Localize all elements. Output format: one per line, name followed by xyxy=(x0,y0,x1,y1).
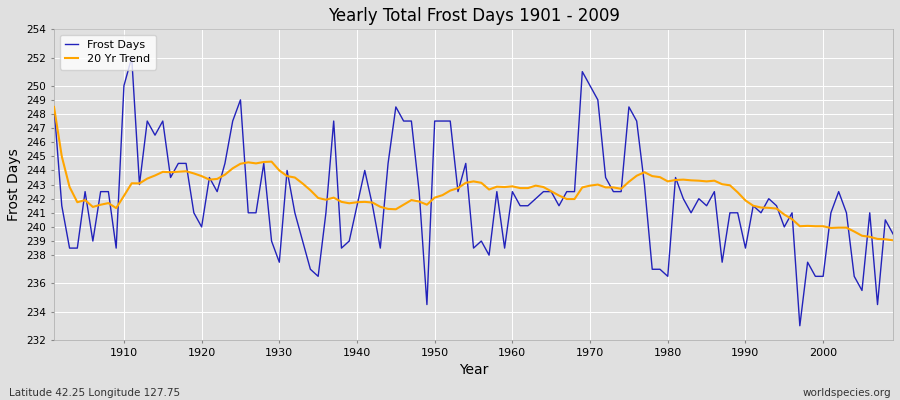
20 Yr Trend xyxy=(328,195,339,200)
Frost Days xyxy=(507,189,517,194)
Text: worldspecies.org: worldspecies.org xyxy=(803,388,891,398)
20 Yr Trend xyxy=(49,104,59,109)
Frost Days xyxy=(608,189,619,194)
20 Yr Trend xyxy=(600,185,611,190)
Line: Frost Days: Frost Days xyxy=(54,58,893,326)
Frost Days xyxy=(290,210,301,215)
20 Yr Trend xyxy=(500,185,510,190)
20 Yr Trend xyxy=(111,206,122,210)
Frost Days xyxy=(795,323,806,328)
Y-axis label: Frost Days: Frost Days xyxy=(7,148,21,221)
20 Yr Trend xyxy=(507,184,517,189)
Line: 20 Yr Trend: 20 Yr Trend xyxy=(54,107,893,240)
Title: Yearly Total Frost Days 1901 - 2009: Yearly Total Frost Days 1901 - 2009 xyxy=(328,7,619,25)
Frost Days xyxy=(111,246,122,250)
20 Yr Trend xyxy=(887,238,898,243)
Frost Days xyxy=(515,203,526,208)
Frost Days xyxy=(126,55,137,60)
Frost Days xyxy=(336,246,346,250)
Frost Days xyxy=(887,232,898,236)
Frost Days xyxy=(49,104,59,109)
Text: Latitude 42.25 Longitude 127.75: Latitude 42.25 Longitude 127.75 xyxy=(9,388,180,398)
X-axis label: Year: Year xyxy=(459,363,488,377)
20 Yr Trend xyxy=(282,174,292,178)
Legend: Frost Days, 20 Yr Trend: Frost Days, 20 Yr Trend xyxy=(59,35,156,70)
